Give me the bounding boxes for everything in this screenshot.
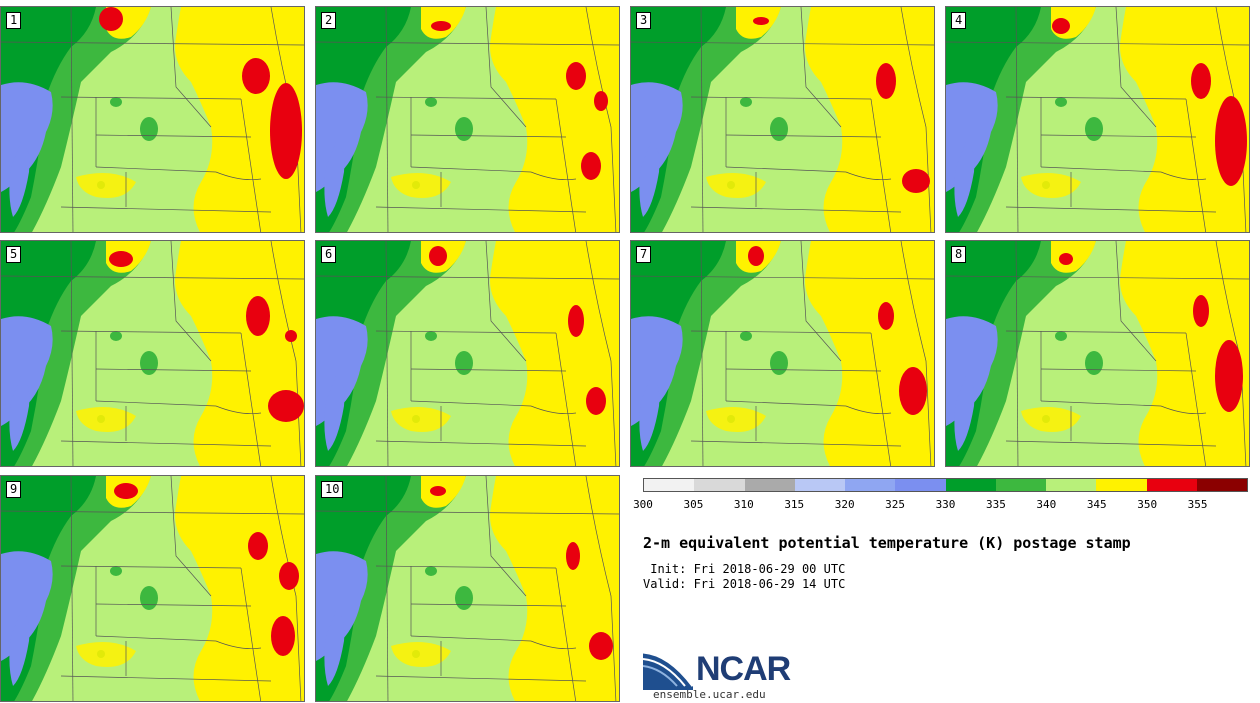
legend-swatch [694, 479, 745, 491]
legend-tick-label: 310 [733, 498, 754, 511]
panel-number: 1 [6, 12, 22, 29]
panel-number: 9 [6, 481, 22, 498]
ncar-wordmark: NCAR [696, 650, 791, 688]
valid-time: Valid: Fri 2018-06-29 14 UTC [643, 577, 846, 591]
legend-tick-label: 300 [633, 498, 653, 511]
map-field [946, 241, 1249, 466]
legend-tick-label: 355 [1187, 498, 1208, 511]
legend-swatch [644, 479, 695, 491]
color-scale-ticks: 300 305 310 315 320 325 330 335 340 345 350 355 [633, 498, 1248, 512]
map-field [316, 241, 619, 466]
legend-tick-label: 320 [834, 498, 855, 511]
legend-tick-label: 325 [885, 498, 906, 511]
map-field [1, 7, 304, 232]
legend-swatch [895, 479, 946, 491]
legend-swatch [794, 479, 845, 491]
legend-tick-label: 345 [1086, 498, 1107, 511]
map-panel-10: 10 [315, 475, 620, 702]
panel-number: 2 [321, 12, 337, 29]
map-field [631, 241, 934, 466]
map-panel-2: 2 [315, 6, 620, 233]
panel-number: 10 [321, 481, 344, 498]
map-field [1, 241, 304, 466]
map-field [631, 7, 934, 232]
map-panel-9: 9 [0, 475, 305, 702]
map-panel-1: 1 [0, 6, 305, 233]
map-panel-6: 6 [315, 240, 620, 467]
legend-swatch [845, 479, 896, 491]
legend-tick-label: 305 [683, 498, 704, 511]
legend-swatch [995, 479, 1046, 491]
legend-tick-label: 340 [1036, 498, 1057, 511]
ncar-logo: NCAR [642, 646, 793, 690]
map-panel-3: 3 [630, 6, 935, 233]
map-panel-7: 7 [630, 240, 935, 467]
color-scale-bar [643, 478, 1248, 492]
legend-swatch [1196, 479, 1247, 491]
legend-swatch [1046, 479, 1097, 491]
legend-tick-label: 315 [784, 498, 805, 511]
init-time: Init: Fri 2018-06-29 00 UTC [643, 562, 846, 576]
panel-number: 8 [951, 246, 967, 263]
map-field [316, 7, 619, 232]
legend-tick-label: 330 [935, 498, 956, 511]
map-panel-5: 5 [0, 240, 305, 467]
panel-number: 7 [636, 246, 652, 263]
ncar-url: ensemble.ucar.edu [653, 688, 766, 701]
legend-tick-label: 350 [1137, 498, 1158, 511]
legend-swatch [1096, 479, 1147, 491]
map-panel-4: 4 [945, 6, 1250, 233]
legend-tick-label: 335 [985, 498, 1006, 511]
panel-number: 3 [636, 12, 652, 29]
ncar-logo-icon [642, 650, 695, 690]
legend-swatch [744, 479, 795, 491]
panel-number: 5 [6, 246, 22, 263]
map-panel-8: 8 [945, 240, 1250, 467]
legend-swatch [1146, 479, 1197, 491]
map-field [316, 476, 619, 701]
legend-swatch [945, 479, 996, 491]
panel-number: 4 [951, 12, 967, 29]
map-field [1, 476, 304, 701]
panel-number: 6 [321, 246, 337, 263]
figure-title: 2-m equivalent potential temperature (K)… [643, 534, 1131, 552]
map-field [946, 7, 1249, 232]
